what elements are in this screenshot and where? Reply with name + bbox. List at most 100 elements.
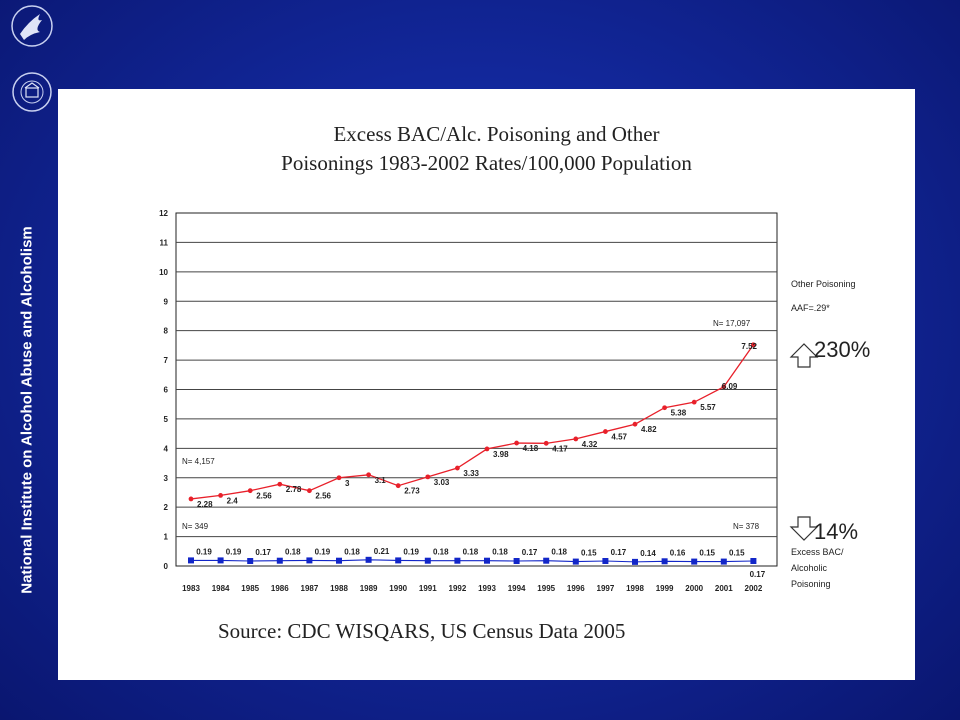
data-label: 2.4 bbox=[227, 496, 239, 505]
data-label: 5.57 bbox=[700, 403, 716, 412]
data-label: 0.17 bbox=[750, 570, 766, 579]
data-label: 0.19 bbox=[403, 547, 419, 556]
data-point bbox=[454, 557, 461, 564]
data-label: 5.38 bbox=[671, 409, 687, 418]
y-tick-label: 1 bbox=[164, 533, 169, 542]
data-label: 0.14 bbox=[640, 549, 656, 558]
legend-bac-name-1: Excess BAC/ bbox=[791, 547, 844, 557]
data-label: 0.15 bbox=[581, 549, 597, 558]
data-label: 4.82 bbox=[641, 425, 657, 434]
x-tick-label: 1989 bbox=[360, 584, 378, 593]
annotation-n-bac-end: N= 378 bbox=[733, 522, 760, 531]
data-point bbox=[750, 557, 757, 564]
data-label: 0.18 bbox=[285, 548, 301, 557]
y-tick-label: 0 bbox=[164, 562, 169, 571]
data-point bbox=[247, 488, 253, 494]
data-point bbox=[662, 405, 667, 411]
x-tick-label: 1999 bbox=[656, 584, 674, 593]
nih-logo bbox=[10, 70, 54, 114]
legend-other-aaf: AAF=.29* bbox=[791, 303, 830, 313]
data-point bbox=[543, 557, 550, 564]
data-point bbox=[395, 483, 401, 489]
data-label: 4.57 bbox=[611, 433, 627, 442]
x-tick-label: 1997 bbox=[597, 584, 615, 593]
x-tick-label: 1996 bbox=[567, 584, 585, 593]
data-point bbox=[306, 557, 313, 564]
data-point bbox=[307, 488, 312, 494]
data-point bbox=[188, 557, 194, 564]
data-label: 2.28 bbox=[197, 500, 213, 509]
legend-bac-name-3: Poisoning bbox=[791, 579, 831, 589]
data-point bbox=[661, 558, 668, 565]
y-tick-label: 11 bbox=[160, 238, 169, 247]
data-label: 0.21 bbox=[374, 547, 390, 556]
data-point bbox=[188, 496, 194, 502]
series-line-1 bbox=[191, 559, 754, 563]
data-label: 0.18 bbox=[492, 548, 508, 557]
data-label: 2.56 bbox=[256, 492, 272, 501]
data-point bbox=[336, 557, 342, 564]
data-point bbox=[543, 440, 549, 446]
data-point bbox=[455, 465, 460, 471]
data-point bbox=[513, 557, 520, 564]
series-line-0 bbox=[190, 344, 754, 500]
x-tick-label: 1984 bbox=[212, 584, 230, 593]
data-label: 3 bbox=[345, 479, 350, 488]
legend-other-name: Other Poisoning bbox=[791, 279, 856, 289]
x-tick-label: 1987 bbox=[301, 584, 319, 593]
y-tick-label: 4 bbox=[164, 444, 169, 453]
y-tick-label: 7 bbox=[164, 356, 169, 365]
data-point bbox=[395, 557, 402, 564]
x-tick-label: 1995 bbox=[537, 584, 555, 593]
x-tick-label: 1985 bbox=[241, 584, 259, 593]
data-point bbox=[632, 558, 638, 565]
y-tick-label: 5 bbox=[164, 415, 169, 424]
data-label: 6.09 bbox=[722, 382, 738, 391]
data-label: 0.18 bbox=[463, 548, 479, 557]
data-point bbox=[691, 399, 697, 405]
y-tick-label: 6 bbox=[164, 386, 169, 395]
data-point bbox=[276, 557, 283, 564]
annotation-n-other-end: N= 17,097 bbox=[713, 319, 751, 328]
x-tick-label: 1988 bbox=[330, 584, 348, 593]
data-label: 0.15 bbox=[729, 549, 745, 558]
sidebar-org-name: National Institute on Alcohol Abuse and … bbox=[12, 140, 42, 680]
x-tick-label: 1994 bbox=[508, 584, 526, 593]
data-point bbox=[602, 557, 609, 564]
data-label: 3.1 bbox=[375, 476, 387, 485]
chart-panel: Excess BAC/Alc. Poisoning and Other Pois… bbox=[58, 89, 915, 680]
x-tick-label: 1992 bbox=[449, 584, 467, 593]
data-point bbox=[424, 557, 431, 564]
data-label: 0.16 bbox=[670, 548, 686, 557]
y-tick-label: 12 bbox=[159, 209, 168, 218]
x-tick-label: 1983 bbox=[182, 584, 200, 593]
data-point bbox=[572, 558, 579, 565]
data-label: 0.19 bbox=[196, 547, 212, 556]
down-arrow-icon bbox=[789, 516, 819, 541]
legend-bac-name-2: Alcoholic bbox=[791, 563, 828, 573]
data-point bbox=[721, 384, 727, 390]
data-label: 0.17 bbox=[255, 548, 271, 557]
x-tick-label: 2000 bbox=[685, 584, 703, 593]
chart-source: Source: CDC WISQARS, US Census Data 2005 bbox=[218, 619, 626, 643]
data-label: 3.03 bbox=[434, 478, 450, 487]
data-point bbox=[691, 558, 698, 565]
x-tick-label: 1986 bbox=[271, 584, 289, 593]
data-point bbox=[336, 475, 342, 481]
x-tick-label: 1990 bbox=[389, 584, 407, 593]
data-point bbox=[573, 436, 579, 442]
data-point bbox=[218, 493, 224, 498]
data-point bbox=[217, 557, 224, 564]
data-point bbox=[277, 481, 283, 487]
up-arrow-icon bbox=[789, 343, 819, 368]
data-label: 7.52 bbox=[741, 342, 757, 351]
hhs-eagle-logo bbox=[10, 4, 54, 48]
data-point bbox=[484, 446, 490, 452]
y-tick-label: 9 bbox=[164, 297, 169, 306]
data-point bbox=[365, 556, 372, 563]
data-label: 2.78 bbox=[286, 485, 302, 494]
bac-change-percent: 14% bbox=[814, 519, 859, 544]
annotation-n-bac-start: N= 349 bbox=[182, 522, 209, 531]
x-tick-label: 1991 bbox=[419, 584, 437, 593]
data-label: 3.33 bbox=[463, 469, 479, 478]
